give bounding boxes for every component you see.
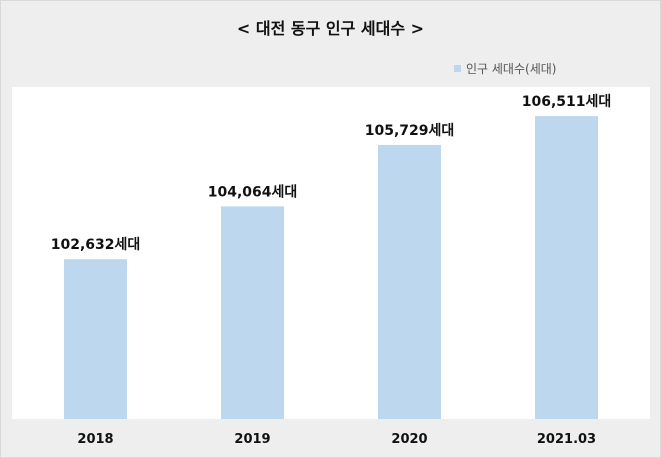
data-label-2021.03: 106,511세대 — [522, 94, 612, 110]
data-label-2020: 105,729세대 — [365, 123, 455, 139]
bar-2018 — [64, 259, 127, 419]
x-tick-label-2020: 2020 — [391, 432, 427, 447]
bar-2019 — [221, 206, 284, 419]
data-label-2019: 104,064세대 — [208, 184, 298, 200]
bar-2020 — [378, 144, 441, 419]
legend: 인구 세대수(세대) — [454, 60, 556, 77]
x-tick-label-2021.03: 2021.03 — [537, 432, 596, 447]
x-tick-label-2019: 2019 — [234, 432, 270, 447]
data-label-2018: 102,632세대 — [51, 237, 141, 253]
bar-2021.03 — [535, 116, 598, 419]
legend-swatch — [454, 65, 461, 72]
chart-title: < 대전 동구 인구 세대수 > — [236, 19, 425, 38]
legend-label: 인구 세대수(세대) — [466, 62, 557, 76]
x-tick-label-2018: 2018 — [77, 432, 113, 447]
